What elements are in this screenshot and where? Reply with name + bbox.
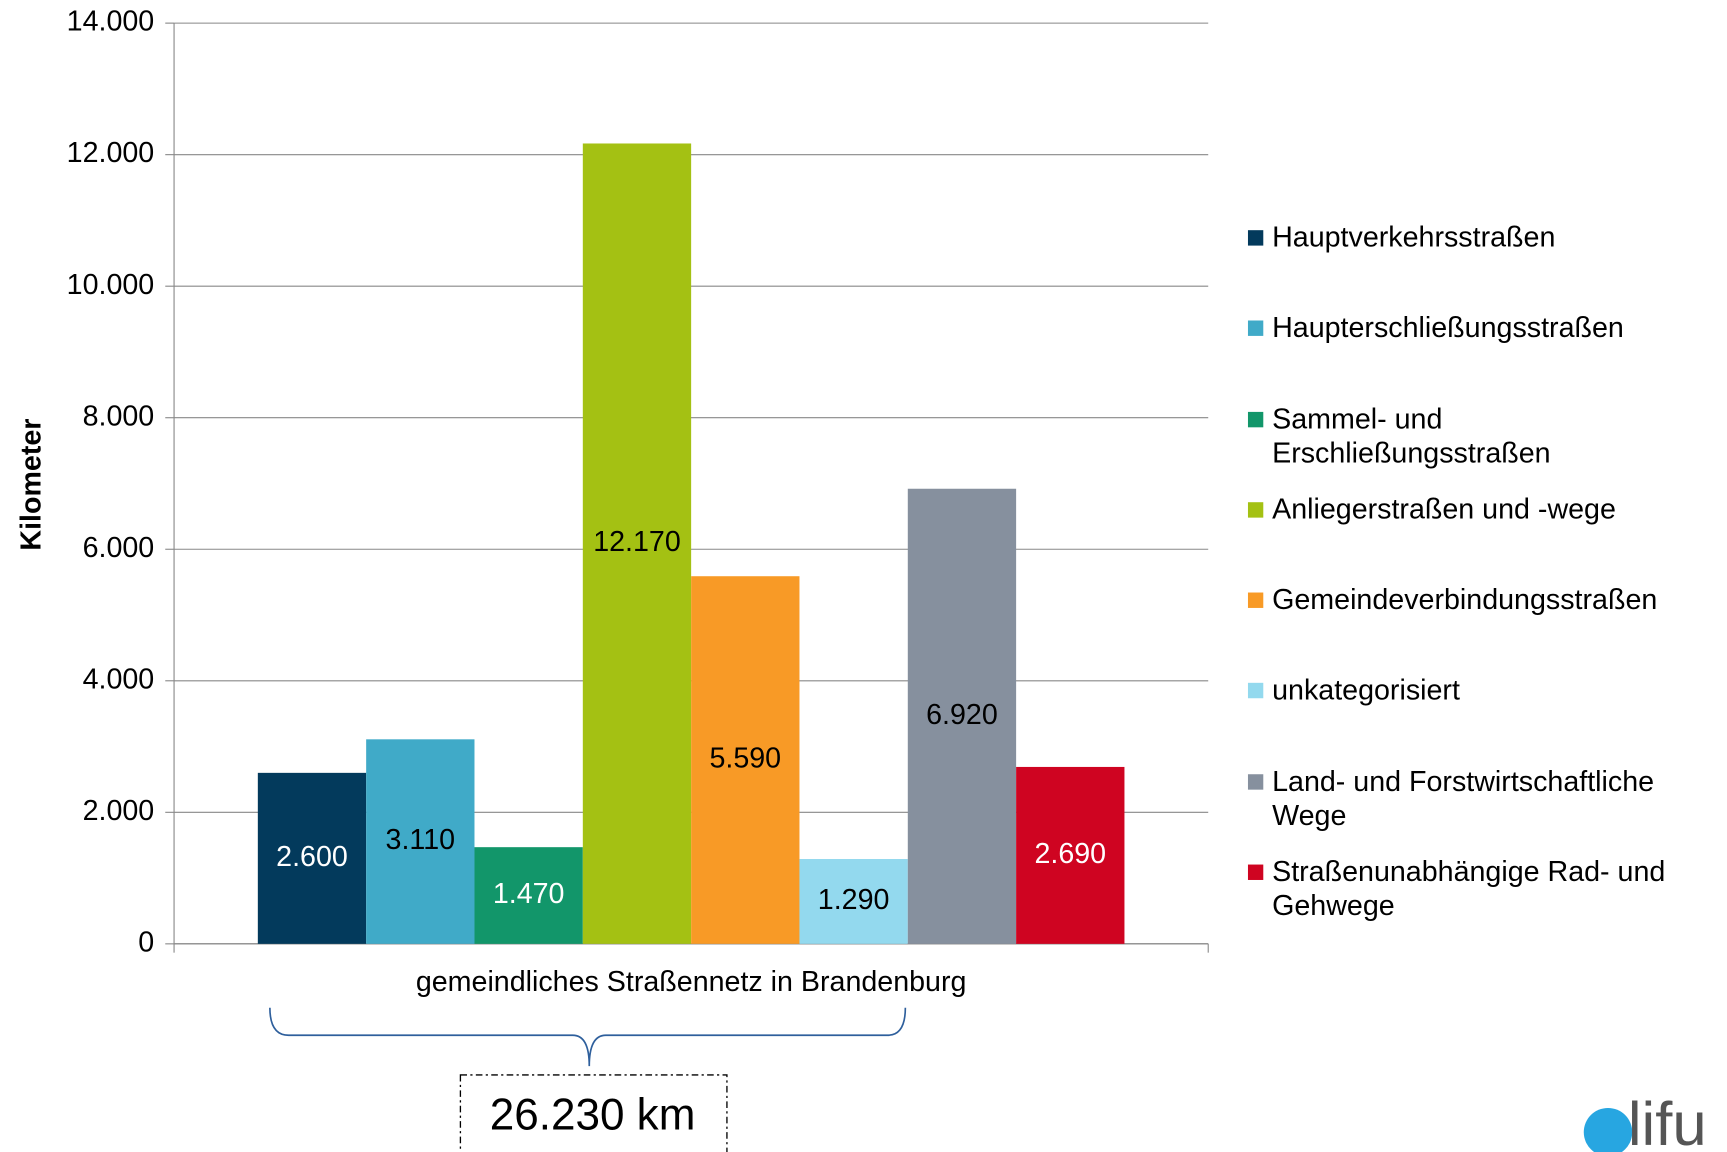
data-label: 5.590 <box>709 743 781 775</box>
legend-item: Anliegerstraßen und -wege <box>1247 492 1722 583</box>
legend-label: Gemeindeverbindungsstraßen <box>1272 582 1658 616</box>
legend-item: Straßenunabhängige Rad- und Gehwege <box>1247 854 1722 946</box>
brace <box>269 1007 907 1067</box>
legend-swatch <box>1247 230 1264 246</box>
bar <box>1016 766 1125 944</box>
y-tick-label: 8.000 <box>83 400 155 432</box>
y-tick-label: 14.000 <box>67 6 155 38</box>
legend-swatch <box>1247 320 1264 337</box>
logo: lifu <box>1628 1090 1707 1152</box>
data-label: 2.690 <box>1034 838 1106 870</box>
data-label: 3.110 <box>386 824 456 856</box>
legend-label: unkategorisiert <box>1272 673 1460 707</box>
y-tick-label: 12.000 <box>67 137 155 169</box>
legend-label: Sammel- und Erschließungsstraßen <box>1272 401 1551 469</box>
legend-label: Anliegerstraßen und -wege <box>1272 492 1616 526</box>
logo-circle <box>1583 1107 1633 1152</box>
y-tick-label: 10.000 <box>67 269 155 301</box>
legend-swatch <box>1247 683 1264 699</box>
bar <box>366 739 475 944</box>
legend-box: Hauptverkehrsstraßen Haupterschließungsst… <box>1247 220 1722 946</box>
legend-label: Straßenunabhängige Rad- und Gehwege <box>1272 854 1666 922</box>
y-tick-label: 4.000 <box>83 663 155 695</box>
legend-item: unkategorisiert <box>1247 673 1722 764</box>
legend-label: Haupterschließungsstraßen <box>1272 310 1624 344</box>
data-label: 6.920 <box>926 699 998 731</box>
legend-swatch <box>1247 864 1264 881</box>
annotation-box <box>459 1074 728 1152</box>
legend-item: Sammel- und Erschließungsstraßen <box>1247 401 1722 493</box>
bar <box>691 576 800 944</box>
legend-item: Haupterschließungsstraßen <box>1247 310 1722 402</box>
legend-item: Hauptverkehrsstraßen <box>1247 220 1722 311</box>
legend-label: Land- und Forstwirtschaftliche Wege <box>1272 764 1655 832</box>
legend-item: Gemeindeverbindungsstraßen <box>1247 582 1722 674</box>
x-tick-label: gemeindliches Straßennetz in Brandenburg <box>416 966 967 998</box>
bar <box>582 143 692 944</box>
bar <box>799 859 908 944</box>
bar <box>907 488 1017 944</box>
data-label: 12.170 <box>593 526 681 558</box>
data-label: 1.290 <box>818 884 890 916</box>
bar <box>474 847 583 944</box>
y-tick-label: 6.000 <box>83 532 155 564</box>
y-axis-title: Kilometer <box>16 419 48 551</box>
annotation: 26.230 km <box>490 1090 696 1139</box>
bar <box>257 772 367 944</box>
legend-swatch <box>1247 592 1264 609</box>
y-tick-label: 0 <box>138 926 154 958</box>
legend-swatch <box>1247 774 1264 790</box>
legend-swatch <box>1247 411 1264 427</box>
y-tick-label: 2.000 <box>83 795 155 827</box>
legend-swatch <box>1247 502 1264 518</box>
data-label: 2.600 <box>276 841 348 873</box>
legend-item: Land- und Forstwirtschaftliche Wege <box>1247 764 1722 855</box>
legend: Hauptverkehrsstraßen Haupterschließungsst… <box>1247 220 1722 946</box>
data-label: 1.470 <box>493 878 565 910</box>
legend-label: Hauptverkehrsstraßen <box>1272 220 1556 254</box>
